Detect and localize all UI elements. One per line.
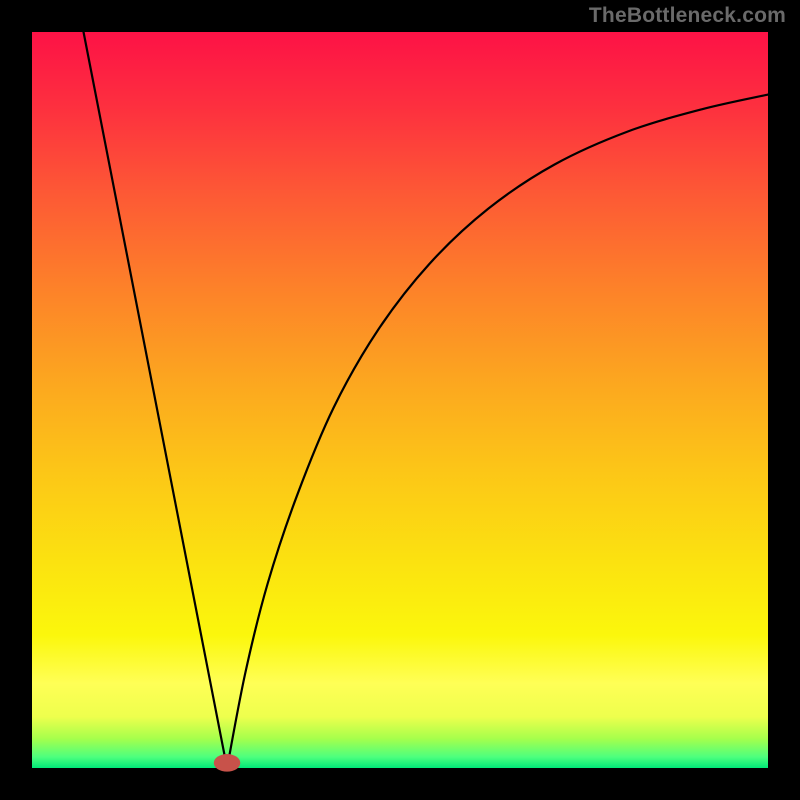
chart-container: TheBottleneck.com bbox=[0, 0, 800, 800]
optimal-point-marker bbox=[214, 754, 241, 772]
bottleneck-chart bbox=[0, 0, 800, 800]
plot-background-gradient bbox=[32, 32, 768, 768]
watermark-text: TheBottleneck.com bbox=[589, 4, 786, 28]
